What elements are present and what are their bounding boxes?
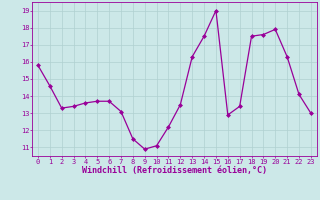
X-axis label: Windchill (Refroidissement éolien,°C): Windchill (Refroidissement éolien,°C) <box>82 166 267 175</box>
